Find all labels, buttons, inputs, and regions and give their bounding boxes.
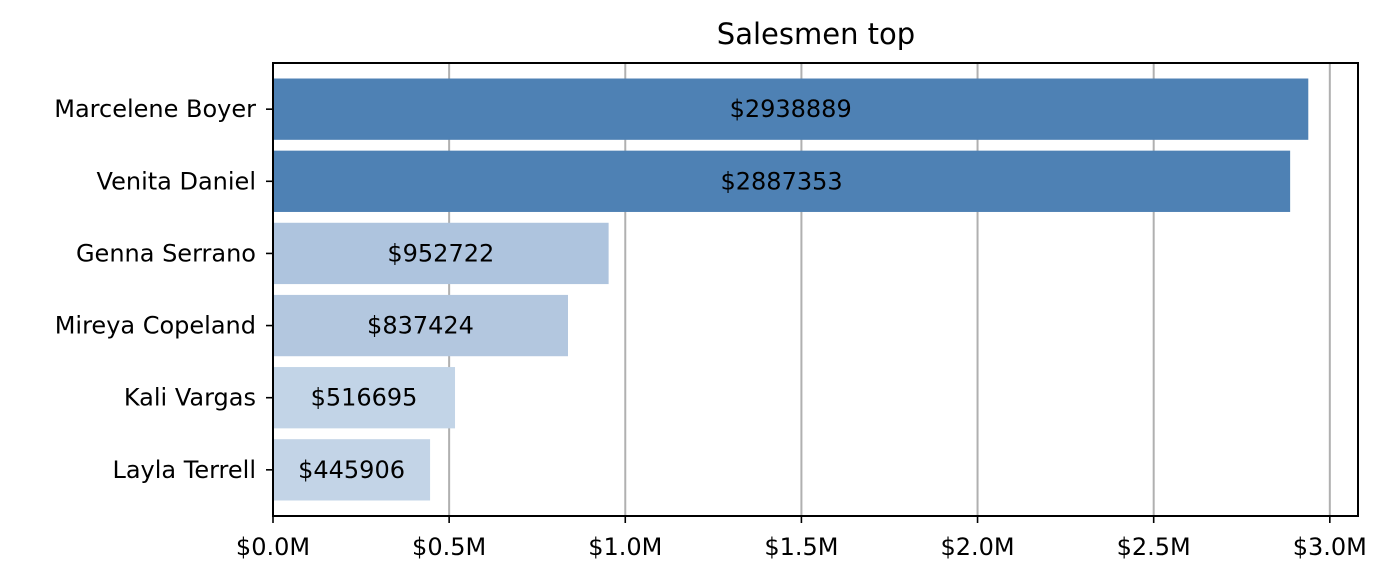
chart-title: Salesmen top: [717, 17, 915, 51]
y-axis: Marcelene Boyer Venita Daniel Genna Serran…: [54, 95, 273, 484]
bar: [273, 150, 1291, 212]
x-axis: $0.0M $0.5M $1.0M $1.5M $2.0M $2.5M $3.0M: [236, 516, 1367, 561]
x-tick-label: $2.0M: [940, 533, 1014, 561]
bar-value-label: $2887353: [720, 167, 842, 195]
bar: [273, 439, 431, 501]
y-tick-label: Genna Serrano: [76, 239, 256, 267]
x-tick-label: $0.5M: [412, 533, 486, 561]
bar-value-label: $445906: [298, 456, 405, 484]
bar: [273, 222, 609, 285]
x-tick-label: $2.5M: [1117, 533, 1191, 561]
x-tick-label: $3.0M: [1293, 533, 1367, 561]
x-tick-label: $1.0M: [588, 533, 662, 561]
y-tick-label: Kali Vargas: [124, 384, 256, 412]
bar-value-label: $952722: [387, 239, 494, 267]
bar-value-labels: $2938889 $2887353 $952722 $837424 $516695 $44…: [298, 95, 852, 484]
y-tick-label: Marcelene Boyer: [54, 95, 256, 123]
bar-value-label: $2938889: [730, 95, 852, 123]
y-tick-label: Mireya Copeland: [55, 312, 256, 340]
plot-frame: [272, 62, 1359, 517]
x-tick-label: $1.5M: [764, 533, 838, 561]
x-tick-label: $0.0M: [236, 533, 310, 561]
y-tick-label: Layla Terrell: [112, 456, 256, 484]
bar-value-label: $516695: [311, 384, 418, 412]
bar-value-label: $837424: [367, 312, 474, 340]
bar: [273, 294, 569, 357]
bars: [273, 78, 1309, 501]
bar: [273, 367, 456, 429]
bar: [273, 78, 1309, 140]
y-tick-label: Venita Daniel: [97, 167, 256, 195]
